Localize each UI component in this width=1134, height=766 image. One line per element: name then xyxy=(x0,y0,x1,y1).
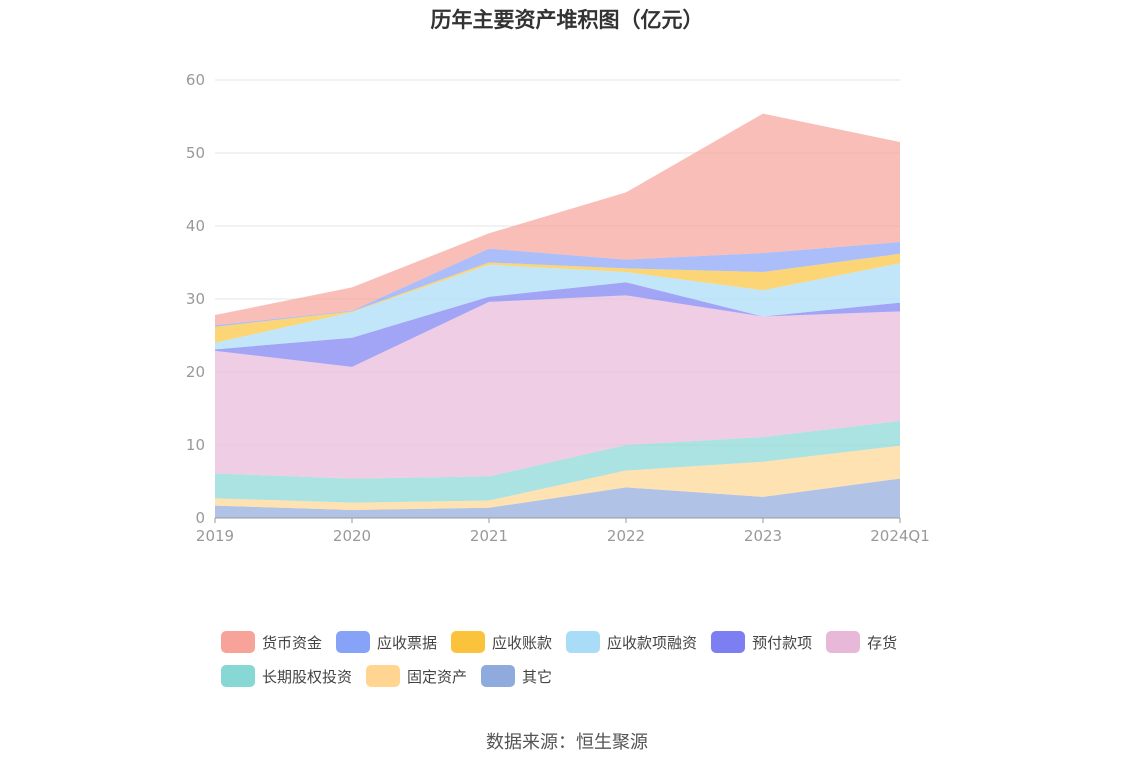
area-预付款项 xyxy=(215,282,900,367)
legend-swatch xyxy=(826,631,861,653)
legend-label: 预付款项 xyxy=(752,633,813,652)
y-tick-label: 20 xyxy=(186,363,205,381)
x-tick-label: 2023 xyxy=(744,527,782,545)
legend: 货币资金 应收票据 应收账款 应收款项融资 预付款项 存货 长期股权投资 固定资产 其它 xyxy=(221,630,961,698)
legend-swatch xyxy=(566,631,601,653)
legend-item[interactable]: 应收款项融资 xyxy=(566,630,697,654)
stacked-area-chart: 0 10 20 30 40 50 60 2019 2020 2021 2022 2023 2024Q1 xyxy=(186,71,930,545)
y-tick-label: 30 xyxy=(186,290,205,308)
area-应收账款 xyxy=(215,253,900,343)
data-source: 数据来源：恒生聚源 xyxy=(486,732,648,753)
area-存货 xyxy=(215,295,900,479)
x-tick-label: 2024Q1 xyxy=(870,527,930,545)
legend-label: 应收票据 xyxy=(377,633,438,652)
legend-swatch xyxy=(366,665,401,687)
area-series xyxy=(215,113,900,518)
chart-title: 历年主要资产堆积图（亿元） xyxy=(430,8,704,32)
legend-item[interactable]: 货币资金 xyxy=(221,630,322,654)
legend-item[interactable]: 长期股权投资 xyxy=(221,664,352,688)
area-长期股权投资 xyxy=(215,420,900,503)
legend-item[interactable]: 预付款项 xyxy=(711,630,812,654)
legend-swatch xyxy=(221,665,255,687)
legend-swatch xyxy=(221,631,255,653)
legend-label: 应收账款 xyxy=(492,633,553,652)
x-tick-label: 2021 xyxy=(470,527,508,545)
legend-label: 长期股权投资 xyxy=(262,667,353,686)
area-货币资金 xyxy=(215,113,900,326)
y-tick-label: 50 xyxy=(186,144,205,162)
y-tick-label: 60 xyxy=(186,71,205,89)
legend-item[interactable]: 应收账款 xyxy=(451,630,552,654)
legend-item[interactable]: 其它 xyxy=(481,664,552,688)
legend-label: 存货 xyxy=(867,633,898,652)
legend-item[interactable]: 存货 xyxy=(826,630,897,654)
area-应收票据 xyxy=(215,242,900,327)
x-tick-label: 2020 xyxy=(333,527,371,545)
legend-swatch xyxy=(451,631,486,653)
y-tick-label: 40 xyxy=(186,217,205,235)
y-tick-label: 10 xyxy=(186,436,205,454)
legend-swatch xyxy=(336,631,371,653)
legend-swatch xyxy=(481,665,516,687)
legend-swatch xyxy=(711,631,746,653)
area-固定资产 xyxy=(215,445,900,510)
area-其它 xyxy=(215,478,900,518)
legend-label: 应收款项融资 xyxy=(607,633,698,652)
legend-row: 货币资金 应收票据 应收账款 应收款项融资 预付款项 存货 xyxy=(221,630,961,654)
x-tick-label: 2019 xyxy=(196,527,234,545)
legend-label: 其它 xyxy=(522,667,553,686)
legend-label: 货币资金 xyxy=(262,633,323,652)
axes: 0 10 20 30 40 50 60 2019 2020 2021 2022 2023 2024Q1 xyxy=(186,71,930,545)
area-应收款项融资 xyxy=(215,263,900,350)
legend-item[interactable]: 固定资产 xyxy=(366,664,467,688)
x-tick-label: 2022 xyxy=(607,527,645,545)
legend-row: 长期股权投资 固定资产 其它 xyxy=(221,664,961,688)
legend-item[interactable]: 应收票据 xyxy=(336,630,437,654)
legend-label: 固定资产 xyxy=(407,667,468,686)
y-tick-label: 0 xyxy=(195,509,205,527)
